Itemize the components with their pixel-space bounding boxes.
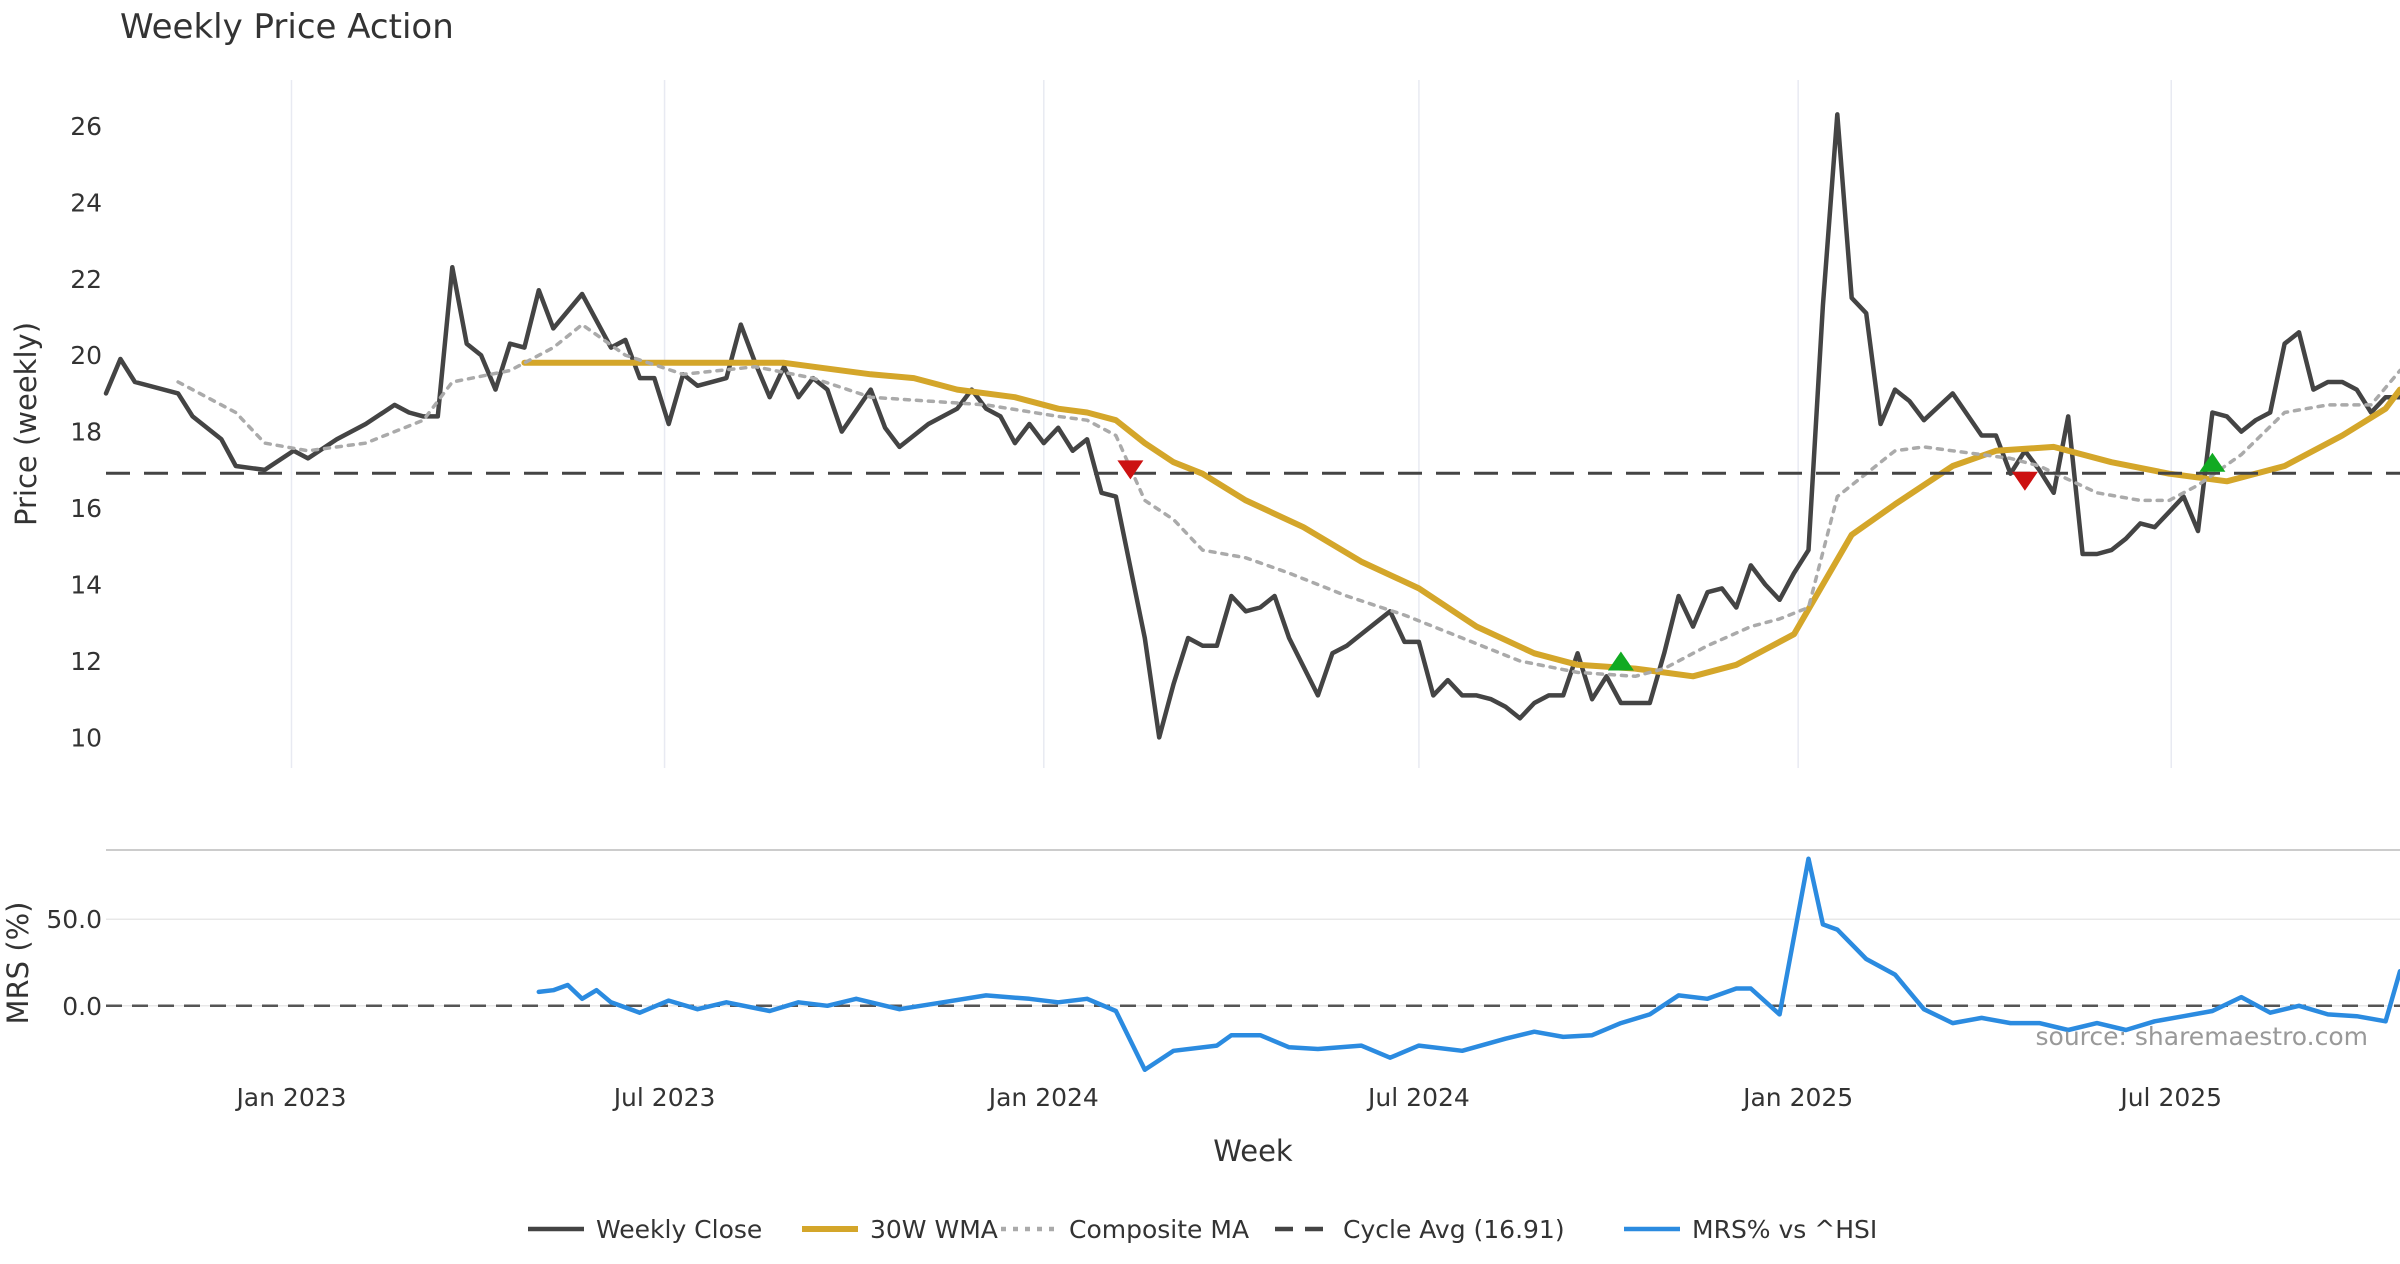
chart-title: Weekly Price Action: [120, 7, 454, 47]
price-y-tick-label: 22: [70, 265, 102, 294]
price-y-axis-title: Price (weekly): [9, 322, 43, 526]
x-tick-label: Jul 2024: [1366, 1083, 1470, 1112]
legend-label: Composite MA: [1069, 1215, 1249, 1244]
mrs-y-axis-title: MRS (%): [1, 902, 35, 1025]
price-y-tick-label: 10: [70, 723, 102, 752]
source-label: source: sharemaestro.com: [2036, 1022, 2369, 1051]
mrs-series-layer: [536, 856, 2400, 1073]
mrs-y-tick-label: 50.0: [46, 905, 102, 934]
sell-signal-marker: [2011, 471, 2038, 491]
price-grid: [290, 80, 2172, 768]
price-y-tick-label: 18: [70, 418, 102, 447]
buy-signal-marker: [1607, 651, 1634, 671]
x-axis-title: Week: [1213, 1134, 1293, 1168]
mrs-y-axis: 0.0 50.0: [46, 905, 102, 1021]
mrs-line: [536, 856, 2400, 1073]
signal-markers: [1117, 452, 2226, 671]
price-series-layer: [103, 112, 2400, 740]
x-tick-label: Jan 2025: [1741, 1083, 1853, 1112]
mrs-y-tick-label: 0.0: [62, 992, 102, 1021]
price-y-axis: 10 12 14 16 18 20 22 24 26: [70, 112, 102, 753]
x-axis: Jan 2023 Jul 2023 Jan 2024 Jul 2024 Jan 2025…: [234, 1083, 2222, 1112]
legend-label: MRS% vs ^HSI: [1692, 1215, 1877, 1244]
price-y-tick-label: 12: [70, 647, 102, 676]
composite-ma-line: [176, 322, 2400, 679]
sell-signal-marker: [1117, 460, 1144, 480]
x-tick-label: Jan 2023: [234, 1083, 346, 1112]
legend: Weekly Close 30W WMA Composite MA Cycle Avg…: [528, 1215, 1877, 1244]
price-y-tick-label: 20: [70, 341, 102, 370]
legend-label: Cycle Avg (16.91): [1343, 1215, 1565, 1244]
x-tick-label: Jan 2024: [987, 1083, 1099, 1112]
x-tick-label: Jul 2023: [612, 1083, 716, 1112]
price-y-tick-label: 24: [70, 188, 102, 217]
30w-wma-line: [521, 359, 2400, 680]
price-y-tick-label: 16: [70, 494, 102, 523]
x-tick-label: Jul 2025: [2118, 1083, 2222, 1112]
buy-signal-marker: [2199, 452, 2226, 472]
legend-label: 30W WMA: [870, 1215, 998, 1244]
price-y-tick-label: 14: [70, 571, 102, 600]
price-y-tick-label: 26: [70, 112, 102, 141]
weekly-close-line: [103, 112, 2400, 740]
mrs-grid: [106, 918, 2400, 1008]
legend-label: Weekly Close: [596, 1215, 762, 1244]
